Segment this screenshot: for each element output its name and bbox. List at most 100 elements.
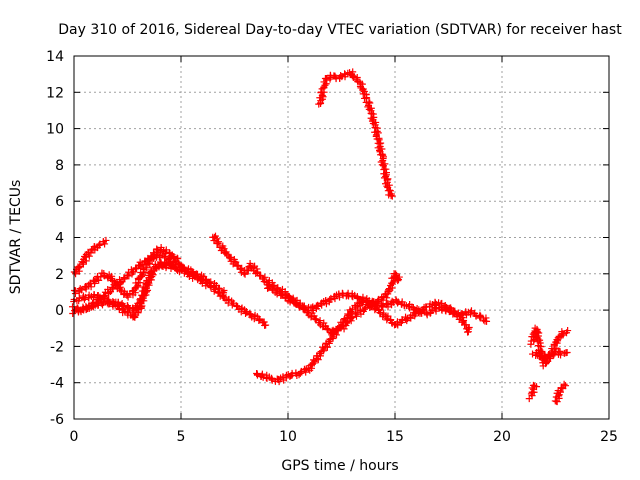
data-point [243,266,251,274]
y-tick-label: 10 [46,122,64,138]
data-point [483,317,491,325]
data-point [279,373,287,381]
data-point [73,304,81,312]
data-point [215,284,223,292]
data-point [557,384,565,392]
x-axis-label: GPS time / hours [281,458,398,474]
data-point [132,265,140,273]
data-point [564,327,572,335]
x-tick-label: 20 [493,429,511,445]
data-point [464,328,472,336]
data-point [372,124,380,132]
data-point [124,272,132,280]
y-tick-label: 4 [55,231,64,247]
data-point [361,304,369,312]
data-point [96,241,104,249]
data-point [379,309,387,317]
data-point [295,303,303,311]
data-point [537,349,545,357]
data-point [365,105,373,113]
data-point [290,299,298,307]
data-point [90,291,98,299]
data-point [178,262,186,270]
data-point [385,286,393,294]
data-point [124,293,132,301]
data-point [102,236,110,244]
data-point [214,240,222,248]
data-point [171,263,179,271]
chart-title: Day 310 of 2016, Sidereal Day-to-day VTE… [58,22,622,38]
data-point [100,272,108,280]
data-point [91,279,99,287]
data-point [352,305,360,313]
grid [73,55,610,420]
data-point [465,323,473,331]
data-point [145,274,153,282]
data-point [551,397,559,405]
data-point [300,305,308,313]
data-point [148,268,156,276]
data-point [376,146,384,154]
data-point [88,302,96,310]
data-point [336,293,344,301]
data-series-track-13 [551,380,570,406]
data-point [317,97,325,105]
data-point [320,347,328,355]
y-tick-label: 8 [55,158,64,174]
data-series-track-1 [70,236,110,278]
data-point [112,282,120,290]
data-point [529,350,537,358]
data-point [277,292,285,300]
data-point [360,305,368,313]
x-tick-label: 25 [600,429,618,445]
data-point [141,258,149,266]
data-point [388,192,396,200]
data-point [120,275,128,283]
x-tick-label: 10 [279,429,297,445]
data-point [556,388,564,396]
data-point [383,182,391,190]
y-tick-label: -2 [50,339,64,355]
data-point [282,293,290,301]
data-point [532,349,540,357]
data-point [138,272,146,280]
data-point [389,278,397,286]
y-tick-label: 2 [55,267,64,283]
data-point [90,243,98,251]
plot-border [73,55,610,420]
data-point [130,313,138,321]
data-point [255,315,263,323]
data-point [141,285,149,293]
data-point [291,298,299,306]
y-axis-label: SDTVAR / TECUs [8,180,24,295]
data-point [392,297,400,305]
data-point [223,250,231,258]
data-series-track-9 [315,68,396,200]
data-point [482,314,490,322]
data-point [559,330,567,338]
data-point [395,276,403,284]
data-point [95,241,103,249]
y-tick-label: 12 [46,85,64,101]
data-point [459,317,467,325]
data-point [529,381,537,389]
data-point [318,301,326,309]
data-point [343,291,351,299]
data-point [563,349,571,357]
data-point [189,268,197,276]
data-point [394,277,402,285]
data-point [233,261,241,269]
data-point [359,86,367,94]
data-point [256,271,264,279]
data-point [307,313,315,321]
data-point [268,285,276,293]
data-point [161,253,169,261]
data-point [262,321,270,329]
data-point [546,353,554,361]
data-point [314,356,322,364]
data-point [368,110,376,118]
data-point [378,161,386,169]
data-point [246,259,254,267]
x-tick-label: 5 [177,429,186,445]
